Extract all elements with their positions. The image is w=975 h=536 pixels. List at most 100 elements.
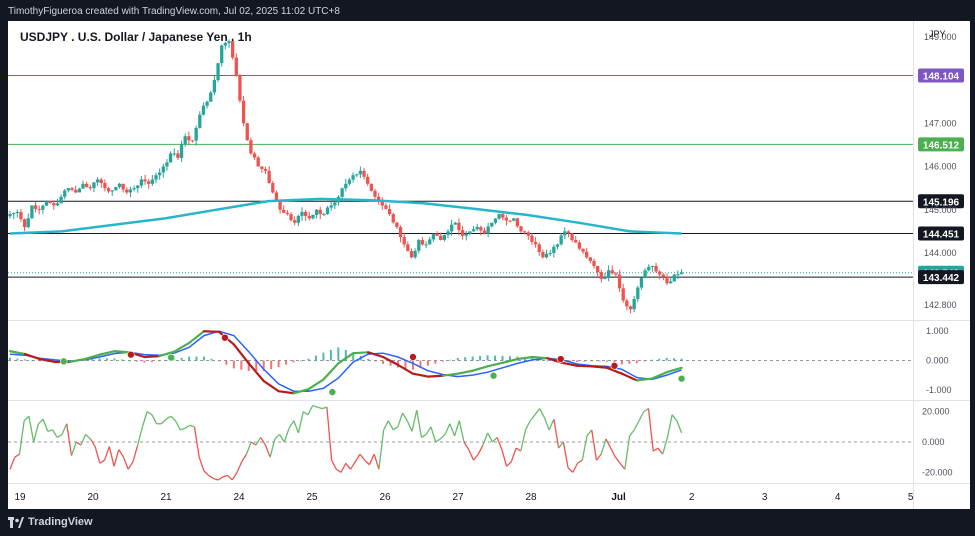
candle bbox=[566, 230, 571, 238]
candle-body bbox=[70, 188, 74, 190]
candle bbox=[504, 214, 509, 226]
candle bbox=[614, 271, 618, 277]
candle-body bbox=[669, 281, 673, 284]
candle bbox=[187, 131, 191, 145]
macd-histogram-bar bbox=[613, 360, 616, 364]
time-axis[interactable]: 19 20 21 24 25 26 27 28 Jul 2 3 4 5 bbox=[14, 492, 913, 503]
candle-body bbox=[238, 75, 242, 101]
candle bbox=[460, 225, 465, 240]
macd-histogram-bar bbox=[419, 360, 422, 368]
macd-histogram-bar bbox=[314, 355, 317, 361]
oscillator-pane bbox=[8, 404, 913, 481]
oscillator-segment bbox=[458, 420, 465, 443]
macd-line-segment bbox=[396, 363, 415, 375]
oscillator-segment bbox=[595, 453, 602, 461]
oscillator-segment bbox=[364, 459, 370, 466]
candle-body bbox=[450, 224, 454, 232]
oscillator-segment bbox=[638, 411, 645, 422]
price-tick-label: 149.000 bbox=[924, 32, 957, 42]
candle bbox=[606, 265, 611, 282]
candle-body bbox=[596, 265, 600, 273]
time-tick-label: 27 bbox=[452, 492, 464, 503]
candle-body bbox=[52, 203, 56, 206]
oscillator-segment bbox=[421, 433, 427, 438]
candle-body bbox=[625, 300, 629, 307]
candle bbox=[241, 95, 246, 127]
macd-histogram-bar bbox=[120, 359, 123, 361]
oscillator-tick-label: 20.000 bbox=[922, 407, 950, 417]
candle-body bbox=[30, 205, 34, 219]
oscillator-segment bbox=[416, 410, 423, 438]
macd-histogram-bar bbox=[501, 356, 504, 361]
oscillator-segment bbox=[89, 438, 96, 447]
macd-histogram-bar bbox=[367, 358, 370, 361]
macd-histogram-bar bbox=[128, 360, 131, 362]
oscillator-segment bbox=[491, 436, 498, 443]
macd-line-segment bbox=[665, 366, 683, 374]
macd-histogram-bar bbox=[188, 356, 191, 361]
macd-histogram-bar bbox=[91, 359, 94, 361]
oscillator-segment bbox=[61, 423, 68, 435]
price-axis[interactable]: 148.104146.512145.196144.451143.543143.4… bbox=[918, 32, 964, 478]
time-tick-label: 21 bbox=[160, 492, 172, 503]
candle-body bbox=[409, 251, 414, 258]
macd-line-segment bbox=[411, 372, 429, 378]
candle bbox=[628, 305, 633, 314]
oscillator-segment bbox=[184, 424, 191, 429]
candle bbox=[234, 53, 238, 77]
oscillator-segment bbox=[373, 453, 380, 470]
candle-body bbox=[464, 233, 468, 236]
chart-canvas[interactable]: 148.104146.512145.196144.451143.543143.4… bbox=[8, 21, 970, 509]
oscillator-segment bbox=[605, 438, 612, 449]
candle-body bbox=[234, 57, 238, 76]
macd-histogram-bar bbox=[16, 358, 19, 361]
candle bbox=[632, 295, 636, 313]
candle bbox=[665, 273, 669, 286]
time-tick-label: 5 bbox=[908, 492, 914, 503]
macd-line-segment bbox=[456, 369, 474, 375]
oscillator-tick-label: 0.000 bbox=[922, 437, 945, 447]
candle-body bbox=[636, 287, 640, 299]
candle bbox=[446, 229, 450, 239]
oscillator-segment bbox=[326, 407, 333, 461]
candle-body bbox=[577, 242, 582, 249]
chart-area[interactable]: 148.104146.512145.196144.451143.543143.4… bbox=[8, 21, 970, 509]
candle bbox=[165, 159, 169, 171]
candle-body bbox=[395, 222, 399, 228]
candle-body bbox=[658, 271, 662, 275]
candle-body bbox=[285, 212, 290, 215]
macd-histogram-bar bbox=[546, 360, 549, 362]
macd-histogram-bar bbox=[143, 360, 146, 363]
macd-line-segment bbox=[143, 355, 161, 359]
macd-histogram-bar bbox=[277, 360, 280, 368]
oscillator-segment bbox=[297, 411, 304, 434]
candle bbox=[420, 237, 425, 246]
candle bbox=[147, 178, 151, 189]
candle bbox=[212, 75, 217, 96]
macd-line-segment bbox=[382, 355, 400, 366]
oscillator-segment bbox=[255, 437, 262, 446]
oscillator-segment bbox=[430, 426, 437, 443]
candle-body bbox=[322, 214, 326, 216]
oscillator-segment bbox=[28, 416, 35, 443]
candle bbox=[544, 249, 549, 259]
candle-body bbox=[187, 136, 191, 141]
level-price-tag: 146.512 bbox=[918, 137, 964, 152]
candle bbox=[610, 265, 614, 275]
time-tick-label: Jul bbox=[611, 492, 626, 503]
candle-body bbox=[439, 235, 443, 241]
candle bbox=[85, 181, 89, 188]
candle bbox=[406, 241, 410, 252]
level-tag-bg bbox=[918, 270, 964, 285]
candle bbox=[490, 222, 494, 228]
oscillator-segment bbox=[108, 446, 115, 467]
candle bbox=[570, 232, 574, 243]
oscillator-segment bbox=[387, 420, 394, 431]
candle-body bbox=[526, 232, 530, 236]
macd-histogram-bar bbox=[583, 360, 586, 362]
macd-histogram-bar bbox=[150, 360, 153, 362]
candle bbox=[300, 207, 304, 221]
candle-body bbox=[377, 196, 381, 200]
currency-label: JPY bbox=[929, 29, 946, 39]
oscillator-segment bbox=[657, 447, 664, 455]
